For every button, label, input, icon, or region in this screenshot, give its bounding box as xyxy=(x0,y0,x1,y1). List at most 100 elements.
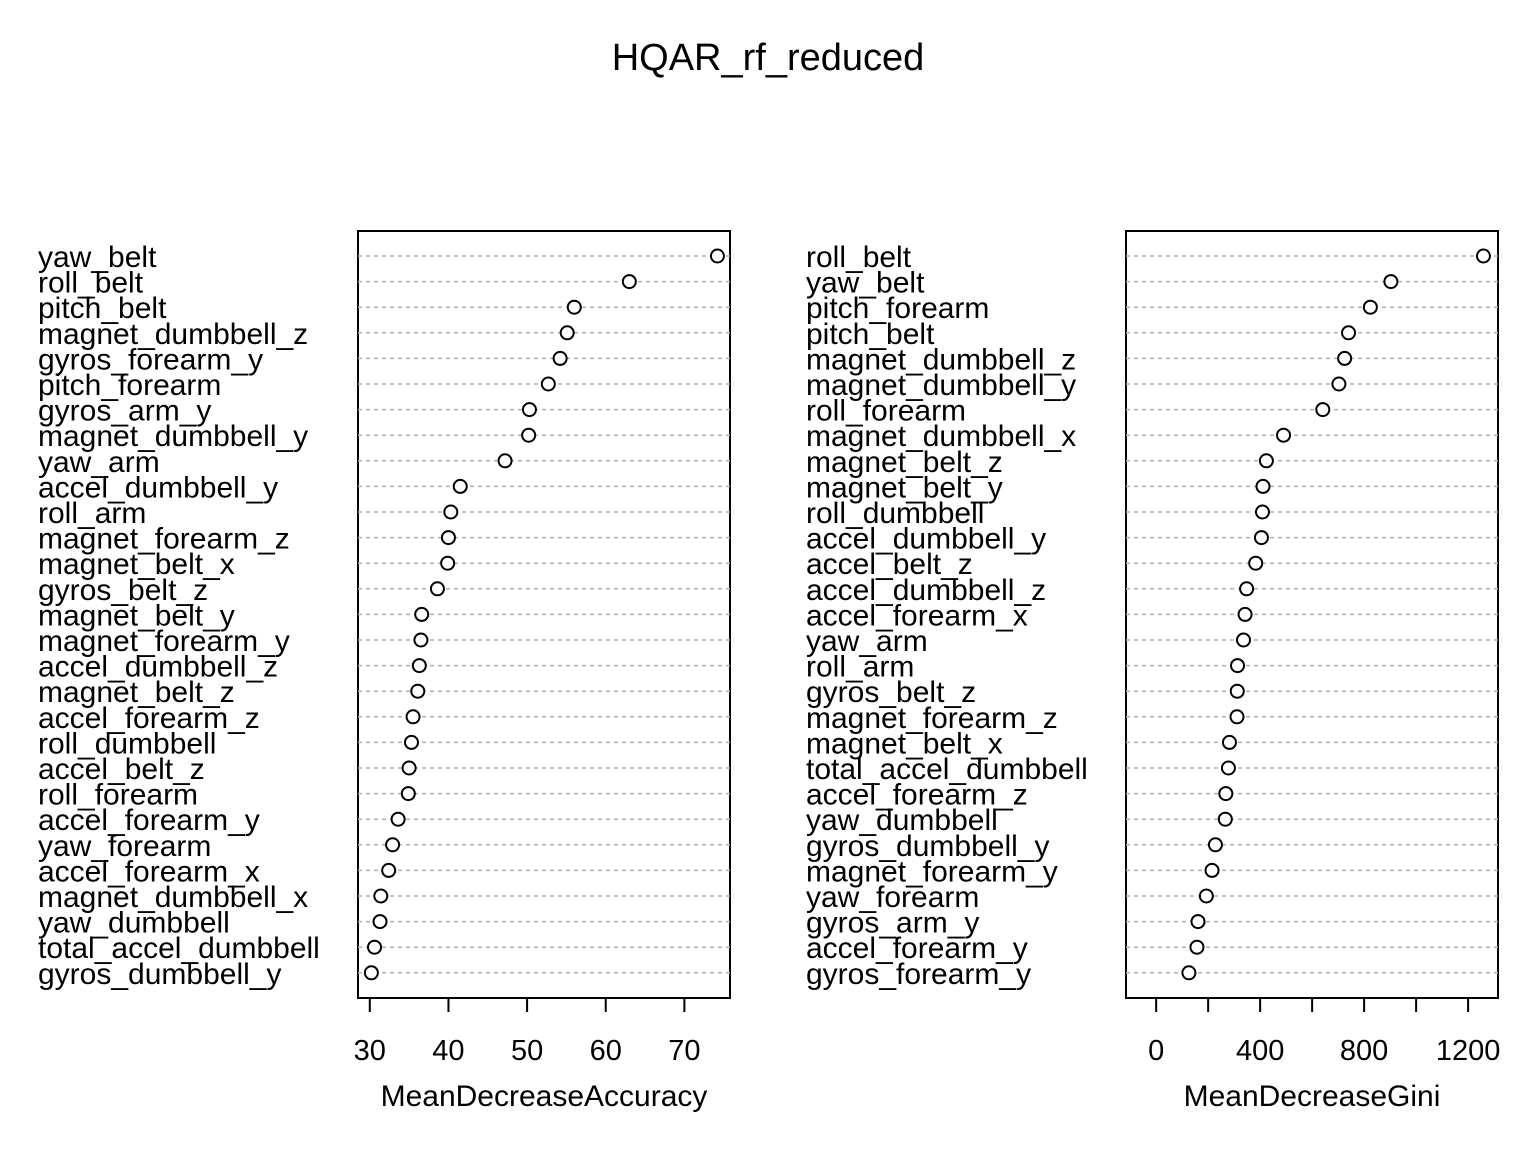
data-point xyxy=(1198,888,1214,904)
data-point xyxy=(1237,606,1253,622)
variable-label: gyros_forearm_y xyxy=(806,958,1031,991)
data-point xyxy=(1189,939,1205,955)
data-point xyxy=(559,325,575,341)
data-point xyxy=(1239,581,1255,597)
data-point xyxy=(521,427,537,443)
x-axis-title: MeanDecreaseAccuracy xyxy=(381,1080,708,1113)
data-point xyxy=(367,939,383,955)
data-point xyxy=(1254,504,1270,520)
data-point xyxy=(372,914,388,930)
figure-title: HQAR_rf_reduced xyxy=(612,37,925,79)
variable-label: roll_forearm xyxy=(806,395,966,428)
variable-label: yaw_dumbbell xyxy=(806,804,998,837)
variable-label: magnet_forearm_z xyxy=(806,702,1058,735)
dotchart-panels: yaw_beltroll_beltpitch_beltmagnet_dumbbe… xyxy=(38,230,1501,1113)
variable-label: roll_belt xyxy=(806,241,912,274)
data-point xyxy=(1475,248,1491,264)
variable-label: accel_belt_z xyxy=(806,548,973,581)
variable-label: accel_dumbbell_z xyxy=(38,651,278,684)
x-tick-label: 400 xyxy=(1236,1035,1284,1067)
x-tick-label: 800 xyxy=(1340,1035,1388,1067)
variable-label: magnet_belt_x xyxy=(806,727,1003,760)
data-point xyxy=(1221,734,1237,750)
data-point xyxy=(400,786,416,802)
variable-label: magnet_dumbbell_y xyxy=(806,369,1076,402)
variable-label: accel_forearm_z xyxy=(806,779,1028,812)
variable-label: accel_forearm_y xyxy=(806,932,1028,965)
data-point xyxy=(413,632,429,648)
data-point xyxy=(1229,683,1245,699)
x-tick-label: 60 xyxy=(590,1035,622,1067)
variable-label: pitch_belt xyxy=(806,318,935,351)
data-point xyxy=(1204,862,1220,878)
data-point xyxy=(410,683,426,699)
data-point xyxy=(1276,427,1292,443)
x-tick-label: 70 xyxy=(668,1035,700,1067)
variable-label: gyros_belt_z xyxy=(806,676,976,709)
variable-label: roll_arm xyxy=(806,651,914,684)
data-point xyxy=(1331,376,1347,392)
variable-label: magnet_belt_y xyxy=(38,599,235,632)
data-point xyxy=(414,606,430,622)
variable-label: accel_forearm_x xyxy=(806,599,1028,632)
data-point xyxy=(1255,478,1271,494)
data-point xyxy=(440,555,456,571)
variable-label: yaw_dumbbell xyxy=(38,907,230,940)
variable-label: pitch_belt xyxy=(38,292,167,325)
data-point xyxy=(429,581,445,597)
variable-label: gyros_dumbbell_y xyxy=(38,958,281,991)
variable-label: yaw_forearm xyxy=(38,830,211,863)
data-point xyxy=(1217,811,1233,827)
data-point xyxy=(440,530,456,546)
variable-label: roll_dumbbell xyxy=(806,497,984,530)
data-point xyxy=(1218,786,1234,802)
variable-label: magnet_dumbbell_x xyxy=(806,420,1076,453)
variable-label: roll_forearm xyxy=(38,779,198,812)
data-point xyxy=(1190,914,1206,930)
data-point xyxy=(1383,274,1399,290)
data-point xyxy=(1207,837,1223,853)
variable-label: pitch_forearm xyxy=(806,292,989,325)
variable-label: magnet_dumbbell_x xyxy=(38,881,308,914)
variable-label: accel_forearm_y xyxy=(38,804,260,837)
x-tick-label: 0 xyxy=(1148,1035,1164,1067)
data-point xyxy=(1253,530,1269,546)
variable-label: roll_dumbbell xyxy=(38,727,216,760)
x-tick-label: 1200 xyxy=(1436,1035,1501,1067)
data-point xyxy=(1181,965,1197,981)
data-point xyxy=(390,811,406,827)
variable-label: roll_belt xyxy=(38,267,144,300)
variable-label: gyros_belt_z xyxy=(38,574,208,607)
variable-label: gyros_arm_y xyxy=(806,907,979,940)
data-point xyxy=(1236,632,1252,648)
data-point xyxy=(621,274,637,290)
variable-label: yaw_forearm xyxy=(806,881,979,914)
variable-label: total_accel_dumbbell xyxy=(38,932,320,965)
x-tick-label: 50 xyxy=(511,1035,543,1067)
data-point xyxy=(373,888,389,904)
panel-1: yaw_beltroll_beltpitch_beltmagnet_dumbbe… xyxy=(38,230,731,1113)
variable-label: magnet_dumbbell_z xyxy=(38,318,308,351)
variable-label: accel_forearm_z xyxy=(38,702,260,735)
variable-label: yaw_arm xyxy=(38,446,160,479)
data-point xyxy=(709,248,725,264)
data-point xyxy=(405,709,421,725)
variable-label: roll_arm xyxy=(38,497,146,530)
variable-label: total_accel_dumbbell xyxy=(806,753,1088,786)
variable-label: accel_belt_z xyxy=(38,753,205,786)
data-point xyxy=(1248,555,1264,571)
variable-label: accel_dumbbell_y xyxy=(38,471,278,504)
variable-label: gyros_dumbbell_y xyxy=(806,830,1049,863)
variable-label: magnet_forearm_y xyxy=(38,625,290,658)
data-point xyxy=(1258,453,1274,469)
data-point xyxy=(403,734,419,750)
data-point xyxy=(552,350,568,366)
variable-label: magnet_belt_z xyxy=(38,676,235,709)
variable-label: magnet_belt_x xyxy=(38,548,235,581)
data-point xyxy=(540,376,556,392)
data-point xyxy=(443,504,459,520)
variable-label: pitch_forearm xyxy=(38,369,221,402)
data-point xyxy=(1315,402,1331,418)
variable-label: accel_dumbbell_y xyxy=(806,523,1046,556)
